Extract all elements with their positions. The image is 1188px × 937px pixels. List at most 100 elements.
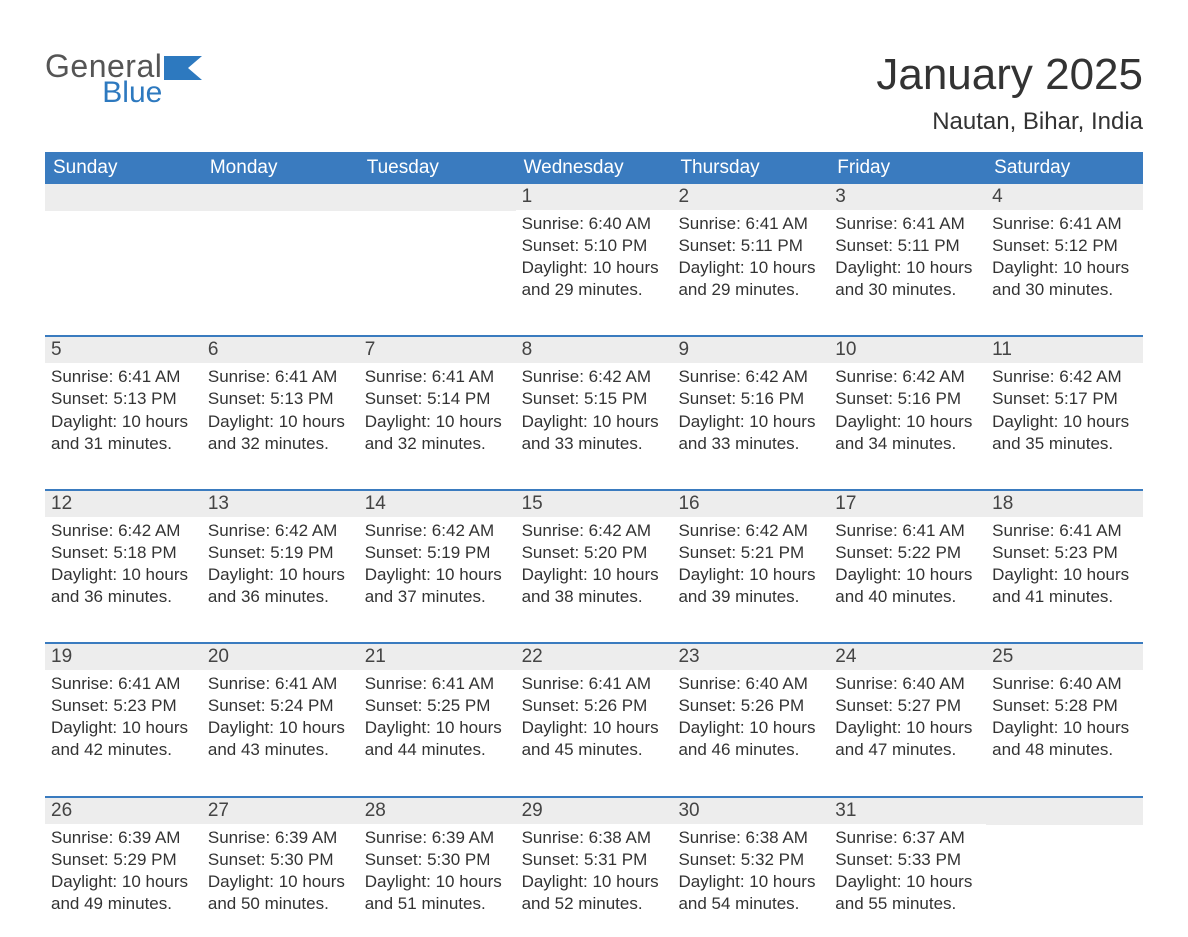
info-line: Sunrise: 6:42 AM xyxy=(992,366,1137,388)
weekday-monday: Monday xyxy=(202,152,359,184)
info-line: Daylight: 10 hours xyxy=(522,717,667,739)
info-line: Sunrise: 6:41 AM xyxy=(678,213,823,235)
info-line: Sunrise: 6:39 AM xyxy=(208,827,353,849)
info-line: Sunrise: 6:41 AM xyxy=(835,520,980,542)
info-line: Daylight: 10 hours xyxy=(51,411,196,433)
day-cell-5: 5Sunrise: 6:41 AMSunset: 5:13 PMDaylight… xyxy=(45,337,202,476)
day-info: Sunrise: 6:41 AMSunset: 5:23 PMDaylight:… xyxy=(51,673,196,761)
day-info: Sunrise: 6:38 AMSunset: 5:32 PMDaylight:… xyxy=(678,827,823,915)
day-number: 29 xyxy=(516,798,673,824)
day-info: Sunrise: 6:40 AMSunset: 5:10 PMDaylight:… xyxy=(522,213,667,301)
day-info: Sunrise: 6:41 AMSunset: 5:23 PMDaylight:… xyxy=(992,520,1137,608)
info-line: and 30 minutes. xyxy=(835,279,980,301)
info-line: Sunset: 5:10 PM xyxy=(522,235,667,257)
info-line: Daylight: 10 hours xyxy=(835,564,980,586)
info-line: and 42 minutes. xyxy=(51,739,196,761)
day-cell-22: 22Sunrise: 6:41 AMSunset: 5:26 PMDayligh… xyxy=(516,644,673,783)
info-line: and 33 minutes. xyxy=(522,433,667,455)
weekday-wednesday: Wednesday xyxy=(516,152,673,184)
day-info: Sunrise: 6:42 AMSunset: 5:16 PMDaylight:… xyxy=(835,366,980,454)
info-line: Daylight: 10 hours xyxy=(51,564,196,586)
day-cell-14: 14Sunrise: 6:42 AMSunset: 5:19 PMDayligh… xyxy=(359,491,516,630)
info-line: Sunset: 5:18 PM xyxy=(51,542,196,564)
info-line: Sunset: 5:13 PM xyxy=(208,388,353,410)
day-number xyxy=(45,184,202,211)
day-number: 21 xyxy=(359,644,516,670)
info-line: Daylight: 10 hours xyxy=(522,257,667,279)
info-line: Sunrise: 6:39 AM xyxy=(365,827,510,849)
day-number: 7 xyxy=(359,337,516,363)
logo: General Blue xyxy=(45,50,206,108)
weekday-saturday: Saturday xyxy=(986,152,1143,184)
info-line: and 40 minutes. xyxy=(835,586,980,608)
month-title: January 2025 xyxy=(876,50,1143,100)
info-line: Sunrise: 6:40 AM xyxy=(678,673,823,695)
info-line: and 54 minutes. xyxy=(678,893,823,915)
info-line: Sunset: 5:19 PM xyxy=(208,542,353,564)
info-line: and 29 minutes. xyxy=(678,279,823,301)
info-line: Sunrise: 6:40 AM xyxy=(992,673,1137,695)
day-info: Sunrise: 6:37 AMSunset: 5:33 PMDaylight:… xyxy=(835,827,980,915)
info-line: and 38 minutes. xyxy=(522,586,667,608)
day-cell-1: 1 Sunrise: 6:40 AMSunset: 5:10 PMDaylight… xyxy=(516,184,673,323)
day-cell-21: 21 Sunrise: 6:41 AMSunset: 5:25 PMDayligh… xyxy=(359,644,516,783)
info-line: and 32 minutes. xyxy=(365,433,510,455)
info-line: Sunrise: 6:42 AM xyxy=(678,366,823,388)
day-info: Sunrise: 6:42 AMSunset: 5:16 PMDaylight:… xyxy=(678,366,823,454)
info-line: Daylight: 10 hours xyxy=(992,257,1137,279)
title-block: January 2025 Nautan, Bihar, India xyxy=(876,50,1143,146)
info-line: Daylight: 10 hours xyxy=(678,257,823,279)
info-line: Daylight: 10 hours xyxy=(522,564,667,586)
day-number: 22 xyxy=(516,644,673,670)
day-number: 9 xyxy=(672,337,829,363)
info-line: Sunset: 5:23 PM xyxy=(992,542,1137,564)
day-info: Sunrise: 6:42 AMSunset: 5:19 PMDaylight:… xyxy=(365,520,510,608)
info-line: Sunset: 5:25 PM xyxy=(365,695,510,717)
info-line: Sunset: 5:19 PM xyxy=(365,542,510,564)
info-line: Sunset: 5:22 PM xyxy=(835,542,980,564)
info-line: Daylight: 10 hours xyxy=(208,564,353,586)
info-line: and 55 minutes. xyxy=(835,893,980,915)
day-info: Sunrise: 6:38 AMSunset: 5:31 PMDaylight:… xyxy=(522,827,667,915)
info-line: Sunset: 5:16 PM xyxy=(678,388,823,410)
info-line: and 36 minutes. xyxy=(51,586,196,608)
day-number: 4 xyxy=(986,184,1143,210)
info-line: Daylight: 10 hours xyxy=(208,871,353,893)
day-number: 1 xyxy=(516,184,673,210)
day-number xyxy=(986,798,1143,825)
info-line: and 39 minutes. xyxy=(678,586,823,608)
info-line: Sunrise: 6:41 AM xyxy=(992,520,1137,542)
location: Nautan, Bihar, India xyxy=(876,108,1143,136)
day-cell-9: 9 Sunrise: 6:42 AMSunset: 5:16 PMDaylight… xyxy=(672,337,829,476)
info-line: Sunrise: 6:42 AM xyxy=(522,520,667,542)
info-line: Daylight: 10 hours xyxy=(208,717,353,739)
info-line: Sunset: 5:30 PM xyxy=(365,849,510,871)
day-info: Sunrise: 6:42 AMSunset: 5:21 PMDaylight:… xyxy=(678,520,823,608)
info-line: Sunset: 5:15 PM xyxy=(522,388,667,410)
day-info: Sunrise: 6:41 AMSunset: 5:11 PMDaylight:… xyxy=(835,213,980,301)
info-line: and 29 minutes. xyxy=(522,279,667,301)
info-line: and 51 minutes. xyxy=(365,893,510,915)
day-number: 26 xyxy=(45,798,202,824)
info-line: Sunset: 5:13 PM xyxy=(51,388,196,410)
day-number: 18 xyxy=(986,491,1143,517)
day-number xyxy=(202,184,359,211)
day-info: Sunrise: 6:41 AMSunset: 5:25 PMDaylight:… xyxy=(365,673,510,761)
info-line: Daylight: 10 hours xyxy=(678,717,823,739)
day-info: Sunrise: 6:39 AMSunset: 5:30 PMDaylight:… xyxy=(208,827,353,915)
day-number: 27 xyxy=(202,798,359,824)
day-info: Sunrise: 6:42 AMSunset: 5:20 PMDaylight:… xyxy=(522,520,667,608)
day-cell-13: 13Sunrise: 6:42 AMSunset: 5:19 PMDayligh… xyxy=(202,491,359,630)
info-line: Daylight: 10 hours xyxy=(208,411,353,433)
day-cell-30: 30Sunrise: 6:38 AMSunset: 5:32 PMDayligh… xyxy=(672,798,829,937)
day-info: Sunrise: 6:41 AMSunset: 5:14 PMDaylight:… xyxy=(365,366,510,454)
info-line: and 48 minutes. xyxy=(992,739,1137,761)
day-number: 16 xyxy=(672,491,829,517)
day-cell-27: 27 Sunrise: 6:39 AMSunset: 5:30 PMDayligh… xyxy=(202,798,359,937)
info-line: Sunrise: 6:39 AM xyxy=(51,827,196,849)
info-line: and 43 minutes. xyxy=(208,739,353,761)
info-line: Daylight: 10 hours xyxy=(365,871,510,893)
info-line: Daylight: 10 hours xyxy=(522,411,667,433)
day-info: Sunrise: 6:40 AMSunset: 5:26 PMDaylight:… xyxy=(678,673,823,761)
day-cell-15: 15Sunrise: 6:42 AMSunset: 5:20 PMDayligh… xyxy=(516,491,673,630)
